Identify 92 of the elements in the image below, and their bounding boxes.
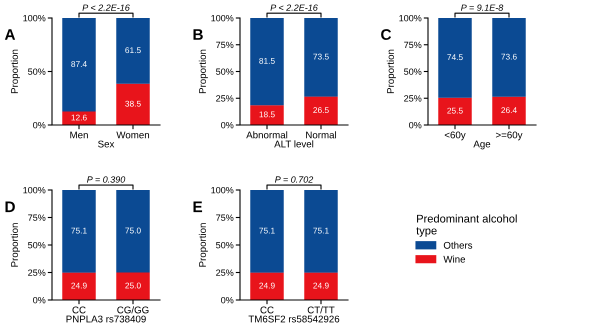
data-label: 24.9 — [71, 282, 87, 289]
x-tick-label: CC — [72, 306, 86, 314]
text: E — [194, 202, 202, 212]
y-axis-title: Proportion — [386, 50, 396, 94]
y-tick-label: 50% — [404, 68, 422, 75]
data-label: 75.1 — [71, 228, 87, 234]
y-tick-label: 0% — [33, 122, 46, 128]
data-label: 25.5 — [447, 108, 463, 114]
bar — [438, 18, 472, 98]
data-label: 75.1 — [259, 228, 275, 234]
y-tick-label: 0% — [221, 296, 234, 304]
bar — [304, 18, 338, 97]
bar — [304, 96, 338, 125]
x-tick-label: Abnormal — [246, 131, 288, 138]
x-tick-label: Women — [116, 132, 150, 138]
text: P < 2.2E-16 — [270, 4, 318, 11]
legend-title: Predominant alcohol type — [416, 214, 517, 237]
y-tick-label: 50% — [28, 242, 46, 248]
data-label: 74.5 — [447, 54, 463, 60]
x-axis-title: Age — [473, 140, 490, 150]
data-label: 38.5 — [125, 100, 141, 107]
y-axis-title: Proportion — [198, 50, 208, 94]
data-label: 81.5 — [259, 58, 275, 64]
y-tick-label: 100% — [211, 186, 234, 194]
text: P = 0.702 — [274, 176, 314, 183]
text: P < 2.2E-16 — [82, 4, 130, 11]
y-tick-label: 25% — [216, 269, 234, 276]
x-tick-label: <60y — [444, 132, 466, 140]
x-tick-label: CT/TT — [308, 306, 335, 314]
data-label: 73.6 — [501, 54, 517, 60]
text: A — [4, 29, 16, 40]
bar — [116, 18, 150, 84]
bar — [62, 272, 96, 300]
text: C — [381, 29, 392, 40]
data-label: 26.5 — [313, 107, 329, 114]
legend-label: Wine — [443, 256, 466, 263]
x-axis-title: TM6SF2 rs58542926 — [248, 316, 340, 322]
x-tick-label: >=60y — [496, 132, 522, 140]
y-axis-title: Proportion — [10, 50, 20, 94]
data-label: 87.4 — [71, 61, 87, 67]
x-tick-label: Men — [70, 132, 88, 138]
y-tick-label: 25% — [216, 95, 234, 102]
data-label: 75.0 — [125, 228, 141, 234]
y-tick-label: 50% — [216, 68, 234, 75]
bar — [116, 272, 150, 300]
bar — [492, 18, 526, 97]
y-tick-label: 0% — [33, 296, 46, 304]
legend-label: Others — [444, 242, 472, 249]
bar — [116, 84, 150, 125]
y-tick-label: 75% — [404, 42, 422, 48]
y-tick-label: 50% — [216, 242, 234, 248]
data-label: 24.9 — [259, 282, 275, 289]
x-axis-title: Sex — [98, 140, 114, 148]
y-tick-label: 100% — [399, 14, 422, 22]
y-tick-label: 75% — [216, 214, 234, 221]
text: D — [6, 202, 15, 212]
data-label: 61.5 — [125, 47, 141, 54]
x-tick-label: CG/GG — [117, 306, 148, 314]
y-tick-label: 100% — [23, 186, 46, 194]
bar — [492, 96, 526, 125]
y-tick-label: 75% — [28, 214, 46, 221]
data-label: 12.6 — [72, 114, 87, 120]
data-label: 24.9 — [313, 282, 329, 289]
bar — [116, 190, 150, 272]
bar — [62, 190, 96, 273]
text: B — [194, 29, 203, 40]
bar — [250, 18, 284, 106]
y-tick-label: 50% — [28, 68, 46, 75]
bar — [62, 112, 96, 125]
x-tick-label: Normal — [306, 131, 336, 138]
y-axis-title: Proportion — [10, 223, 20, 267]
bar — [62, 18, 96, 112]
text: P = 0.390 — [86, 176, 126, 183]
x-axis-title: ALT level — [274, 140, 314, 148]
bar — [250, 105, 284, 125]
y-tick-label: 0% — [221, 122, 234, 128]
y-tick-label: 100% — [211, 14, 234, 22]
data-label: 75.1 — [313, 228, 329, 234]
text: P = 9.1E-8 — [460, 4, 504, 11]
x-axis-title: PNPLA3 rs738409 — [66, 316, 146, 322]
x-tick-label: CC — [260, 306, 274, 314]
data-label: 73.5 — [313, 54, 329, 60]
y-tick-label: 0% — [409, 122, 422, 128]
data-label: 26.4 — [501, 107, 517, 114]
y-tick-label: 25% — [404, 95, 422, 102]
y-tick-label: 25% — [28, 269, 46, 276]
y-tick-label: 75% — [216, 42, 234, 48]
data-label: 25.0 — [125, 282, 141, 288]
y-axis-title: Proportion — [198, 223, 208, 267]
bar — [438, 98, 472, 125]
data-label: 18.5 — [260, 111, 275, 118]
y-tick-label: 100% — [23, 14, 46, 22]
